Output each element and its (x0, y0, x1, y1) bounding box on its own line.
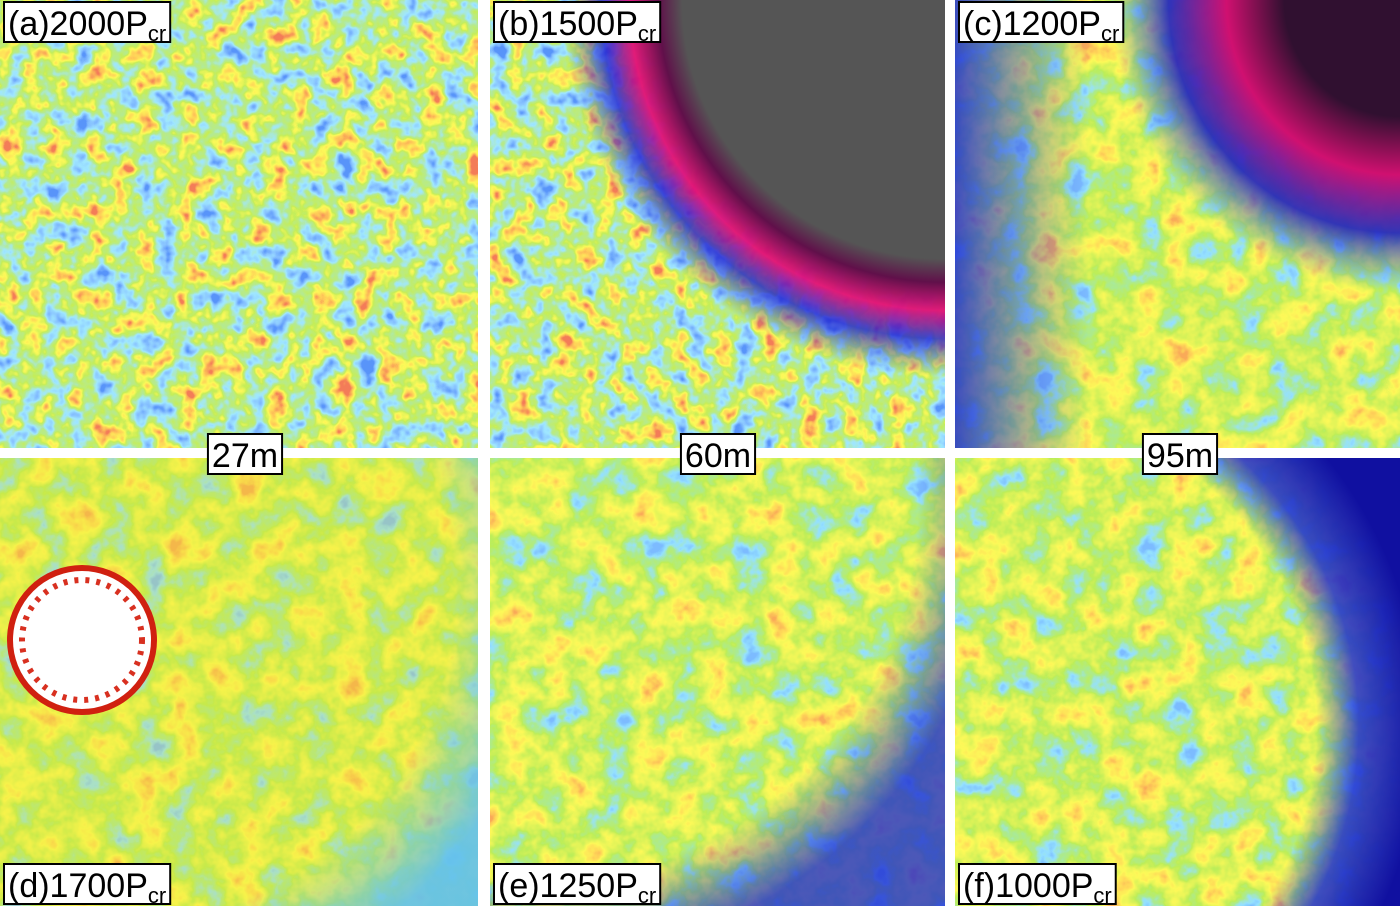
panel-label: (b)1500Pcr (498, 5, 656, 46)
panel-a (0, 0, 478, 448)
panel-label-text: (d)1700P (8, 867, 148, 905)
panel-label: (d)1700Pcr (8, 867, 166, 906)
panel-label-subscript: cr (1101, 21, 1119, 46)
panel-label-text: (b)1500P (498, 5, 638, 43)
label-box: (b)1500Pcr (493, 1, 662, 46)
panel-label-subscript: cr (148, 883, 166, 906)
label-box: (f)1000Pcr (958, 863, 1117, 906)
scale-label: 27m (212, 437, 278, 475)
label-background (206, 433, 284, 475)
edge-overlay (490, 0, 945, 448)
label-background (1141, 433, 1219, 475)
label-box: (e)1250Pcr (493, 863, 662, 906)
panel-b (490, 0, 945, 448)
panel-label-text: (c)1200P (963, 5, 1101, 43)
hot-spot-texture (19, 577, 145, 703)
panel-e (490, 458, 945, 906)
panel-label-text: (f)1000P (963, 867, 1093, 905)
label-box: 27m (206, 433, 284, 475)
panel-label: (a)2000Pcr (8, 5, 166, 46)
edge-overlay (955, 0, 1400, 448)
label-box: 95m (1141, 433, 1219, 475)
label-background (493, 863, 662, 905)
field-image (0, 0, 478, 448)
scale-label: 60m (685, 437, 751, 475)
panel-label: (c)1200Pcr (963, 5, 1119, 46)
panel-label: (f)1000Pcr (963, 867, 1112, 906)
panel-d (0, 458, 478, 906)
label-box: (c)1200Pcr (958, 1, 1125, 46)
label-background (3, 1, 172, 43)
panel-label-text: (a)2000P (8, 5, 148, 43)
label-box: (d)1700Pcr (3, 863, 172, 906)
panel-label-subscript: cr (638, 21, 656, 46)
label-box: (a)2000Pcr (3, 1, 172, 46)
panel-label-subscript: cr (1093, 883, 1111, 906)
label-background (958, 863, 1117, 905)
panel-f (955, 458, 1400, 906)
label-background (3, 863, 172, 905)
edge-overlay (955, 458, 1400, 906)
label-background (958, 1, 1125, 43)
scale-label: 95m (1147, 437, 1213, 475)
panel-c (955, 0, 1400, 448)
hot-spot (7, 565, 157, 715)
panel-label-subscript: cr (148, 21, 166, 46)
edge-overlay (490, 458, 945, 906)
label-background (493, 1, 662, 43)
label-box: 60m (679, 433, 757, 475)
panel-label: (e)1250Pcr (498, 867, 656, 906)
labels: (a)2000Pcr (b)1500Pcr (c)1200Pcr(d)1700Pcr… (3, 1, 1219, 906)
label-background (679, 433, 757, 475)
panel-label-subscript: cr (638, 883, 656, 906)
panel-label-text: (e)1250P (498, 867, 638, 905)
